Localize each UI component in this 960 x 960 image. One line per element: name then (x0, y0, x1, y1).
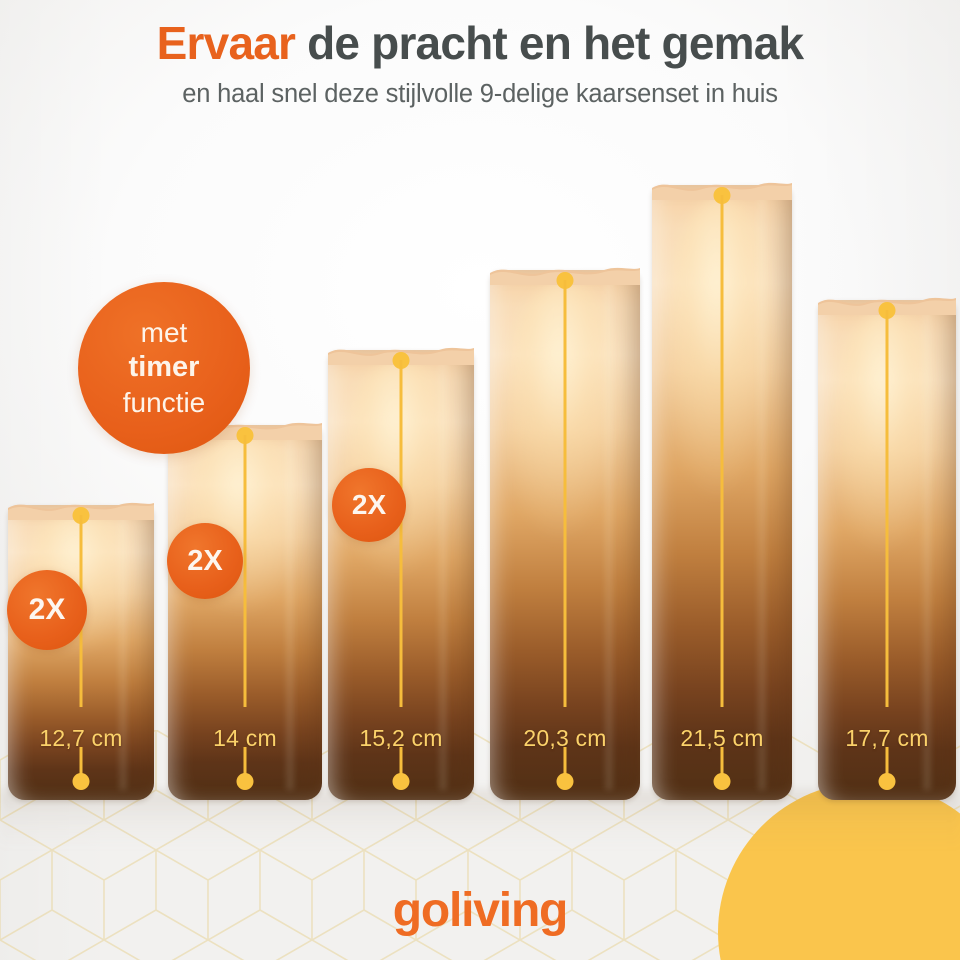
timer-badge-line-1: met (140, 317, 188, 349)
candle-body (168, 425, 322, 800)
quantity-badge-candle-2: 2X (167, 523, 243, 599)
quantity-badge-candle-3: 2X (332, 468, 406, 542)
candle-6: 17,7 cm (818, 297, 956, 800)
candle-body (490, 270, 640, 800)
headline-accent-word: Ervaar (156, 17, 296, 69)
candle-1: 12,7 cm (8, 502, 154, 800)
quantity-badge-candle-1: 2X (7, 570, 87, 650)
headline-rest: de pracht en het gemak (295, 17, 804, 69)
timer-badge-line-3: functie (122, 386, 206, 418)
candle-body (652, 185, 792, 800)
candle-5: 21,5 cm (652, 182, 792, 800)
candle-body (8, 505, 154, 800)
brand-logo-text: goliving (392, 884, 569, 937)
candle-2: 14 cm (168, 422, 322, 800)
floor-shadow (0, 790, 960, 850)
timer-feature-badge: met timer functie (78, 282, 250, 454)
candle-4: 20,3 cm (490, 267, 640, 800)
header: Ervaar de pracht en het gemak en haal sn… (0, 17, 960, 109)
brand-logo: goliving (0, 883, 960, 938)
page-title: Ervaar de pracht en het gemak (0, 17, 960, 70)
page-subtitle: en haal snel deze stijlvolle 9-delige ka… (182, 79, 778, 108)
timer-badge-line-2: timer (128, 351, 200, 384)
candle-body (328, 350, 474, 800)
candle-body (818, 300, 956, 800)
candle-3: 15,2 cm (328, 347, 474, 800)
